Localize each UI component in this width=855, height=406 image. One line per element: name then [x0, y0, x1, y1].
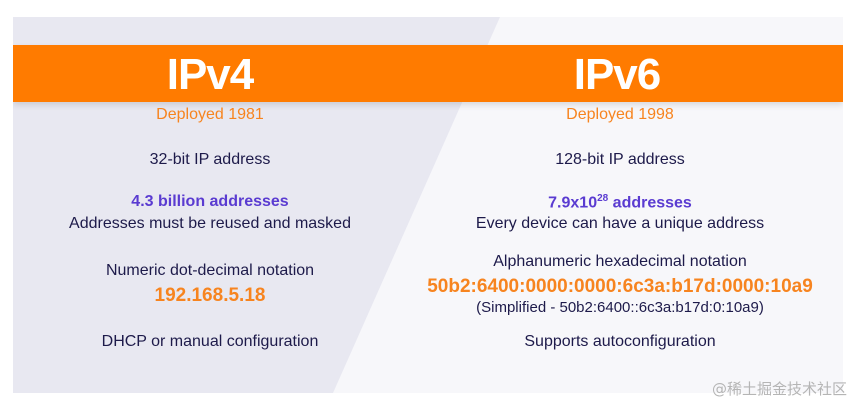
ipv6-notation: Alphanumeric hexadecimal notation [493, 253, 747, 270]
ipv4-bits: 32-bit IP address [149, 151, 271, 168]
ipv6-example: 50b2:6400:0000:0000:6c3a:b17d:0000:10a9 [427, 276, 813, 297]
ipv4-notation: Numeric dot-decimal notation [105, 262, 315, 279]
ipv6-count-note: Every device can have a unique address [475, 215, 765, 232]
ipv4-example: 192.168.5.18 [154, 285, 266, 306]
ipv4-title: IPv4 [166, 50, 255, 99]
header-band: IPv4 IPv6 [13, 45, 843, 102]
comparison-panel: IPv4 IPv6 Deployed 1981 Deployed 1998 32… [13, 17, 843, 393]
ipv6-title: IPv6 [573, 50, 662, 99]
ipv6-simplified: (Simplified - 50b2:6400::6c3a:b17d:0:10a… [476, 299, 764, 316]
ipv4-count: 4.3 billion addresses [131, 193, 289, 210]
watermark: @稀土掘金技术社区 [711, 380, 847, 398]
ipv6-bits: 128-bit IP address [555, 151, 685, 168]
ipv4-deployed: Deployed 1981 [156, 106, 264, 123]
ipv4-count-note: Addresses must be reused and masked [69, 215, 351, 232]
ipv4-config: DHCP or manual configuration [101, 333, 319, 350]
ipv6-deployed: Deployed 1998 [566, 106, 674, 123]
ipv6-config: Supports autoconfiguration [524, 333, 716, 350]
ipv6-count: 7.9x1028 addresses [548, 193, 692, 212]
